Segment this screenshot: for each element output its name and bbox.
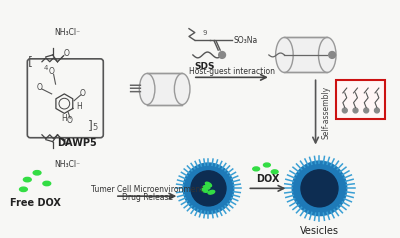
Ellipse shape bbox=[24, 177, 31, 182]
Text: ≡: ≡ bbox=[127, 80, 142, 98]
Ellipse shape bbox=[208, 190, 215, 194]
Text: 4: 4 bbox=[44, 64, 48, 71]
Circle shape bbox=[183, 163, 234, 214]
Text: Self-assembly: Self-assembly bbox=[322, 86, 330, 139]
Text: O: O bbox=[80, 89, 86, 98]
Text: H: H bbox=[76, 102, 82, 111]
Ellipse shape bbox=[264, 163, 270, 167]
Bar bbox=[147, 74, 182, 105]
Circle shape bbox=[219, 52, 226, 58]
Text: O: O bbox=[66, 116, 72, 125]
Text: SO₃Na: SO₃Na bbox=[234, 36, 258, 45]
Ellipse shape bbox=[201, 188, 208, 192]
Ellipse shape bbox=[271, 170, 278, 174]
Text: 9: 9 bbox=[203, 30, 207, 36]
Text: H: H bbox=[62, 114, 67, 123]
Text: O: O bbox=[49, 67, 55, 76]
Text: 5: 5 bbox=[93, 124, 98, 133]
Text: Drug Release: Drug Release bbox=[122, 193, 173, 202]
Text: ]: ] bbox=[88, 119, 93, 132]
Circle shape bbox=[353, 108, 358, 113]
Text: O: O bbox=[63, 50, 69, 59]
Circle shape bbox=[292, 161, 347, 216]
Ellipse shape bbox=[43, 181, 51, 186]
Ellipse shape bbox=[20, 187, 27, 192]
Ellipse shape bbox=[276, 37, 293, 73]
Text: O: O bbox=[63, 138, 69, 147]
Text: Host-guest interaction: Host-guest interaction bbox=[189, 67, 275, 76]
Circle shape bbox=[191, 171, 226, 206]
Ellipse shape bbox=[253, 167, 260, 171]
Text: DAWP5: DAWP5 bbox=[57, 138, 97, 148]
Text: NH₃Cl⁻: NH₃Cl⁻ bbox=[55, 28, 81, 37]
Text: DOX: DOX bbox=[256, 174, 280, 184]
Ellipse shape bbox=[139, 74, 155, 105]
Ellipse shape bbox=[203, 186, 210, 189]
Text: O: O bbox=[37, 83, 43, 92]
Text: NH₃Cl⁻: NH₃Cl⁻ bbox=[55, 159, 81, 169]
Circle shape bbox=[329, 52, 336, 58]
Ellipse shape bbox=[33, 171, 41, 175]
Text: Free DOX: Free DOX bbox=[10, 198, 60, 208]
Ellipse shape bbox=[205, 182, 212, 187]
Circle shape bbox=[342, 108, 347, 113]
Text: [: [ bbox=[28, 55, 33, 68]
Ellipse shape bbox=[174, 74, 190, 105]
FancyBboxPatch shape bbox=[336, 80, 385, 119]
Text: Tumer Cell Microenvironment: Tumer Cell Microenvironment bbox=[91, 185, 203, 194]
Circle shape bbox=[364, 108, 369, 113]
Text: Vesicles: Vesicles bbox=[300, 226, 339, 236]
Ellipse shape bbox=[318, 37, 336, 73]
Circle shape bbox=[301, 170, 338, 207]
Bar bbox=[284, 37, 327, 73]
Text: SDS: SDS bbox=[194, 62, 215, 71]
Circle shape bbox=[374, 108, 379, 113]
